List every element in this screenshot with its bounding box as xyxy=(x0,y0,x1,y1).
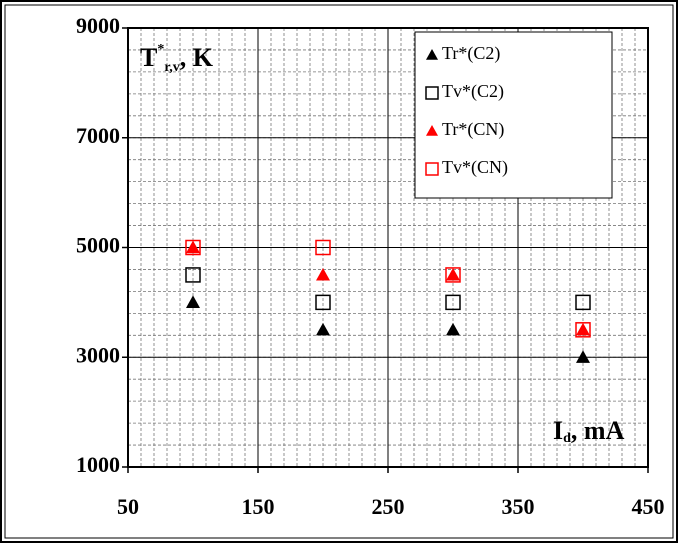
point xyxy=(316,322,330,336)
x-axis-label: Id, mA xyxy=(553,416,625,446)
legend-label: Tv*(C2) xyxy=(442,81,504,102)
y-tick-label: 1000 xyxy=(76,452,120,477)
x-tick-label: 350 xyxy=(502,494,535,519)
point xyxy=(185,239,201,256)
legend xyxy=(414,31,613,199)
y-tick-label: 3000 xyxy=(76,342,120,367)
point xyxy=(315,294,331,311)
legend-label: Tr*(CN) xyxy=(442,119,504,140)
point xyxy=(445,267,461,283)
y-tick-label: 9000 xyxy=(76,13,120,38)
point xyxy=(315,239,331,256)
point xyxy=(575,294,591,311)
y-label-main: T xyxy=(140,43,157,72)
grid xyxy=(127,27,649,468)
x-tick-label: 50 xyxy=(117,494,139,519)
point xyxy=(445,294,461,311)
x-tick-label: 250 xyxy=(372,494,405,519)
legend-label: Tv*(CN) xyxy=(442,157,508,178)
legend-symbol xyxy=(425,162,439,176)
y-axis-label: T*r,v, K xyxy=(140,42,214,75)
y-label-sup: * xyxy=(157,42,164,57)
point xyxy=(575,322,591,338)
legend-symbol xyxy=(426,125,438,136)
y-tick-label: 5000 xyxy=(76,233,120,258)
x-tick-label: 150 xyxy=(242,494,275,519)
point xyxy=(186,240,200,254)
legend-symbol xyxy=(425,86,439,100)
point xyxy=(316,267,330,281)
x-label-unit: , mA xyxy=(571,416,625,445)
x-label-sub: d xyxy=(563,431,571,446)
y-tick-label: 7000 xyxy=(76,123,120,148)
point xyxy=(576,322,590,336)
inner-frame xyxy=(4,4,674,539)
y-label-unit: , K xyxy=(180,43,214,72)
legend-symbol xyxy=(426,49,438,60)
legend-label: Tr*(C2) xyxy=(442,43,500,64)
point xyxy=(446,267,460,281)
point xyxy=(186,295,200,308)
x-tick-label: 450 xyxy=(632,494,665,519)
point xyxy=(446,322,460,336)
point xyxy=(185,267,201,283)
point xyxy=(576,350,590,363)
marks xyxy=(185,239,591,363)
y-label-sub: r,v xyxy=(164,60,179,75)
x-label-main: I xyxy=(553,416,563,445)
